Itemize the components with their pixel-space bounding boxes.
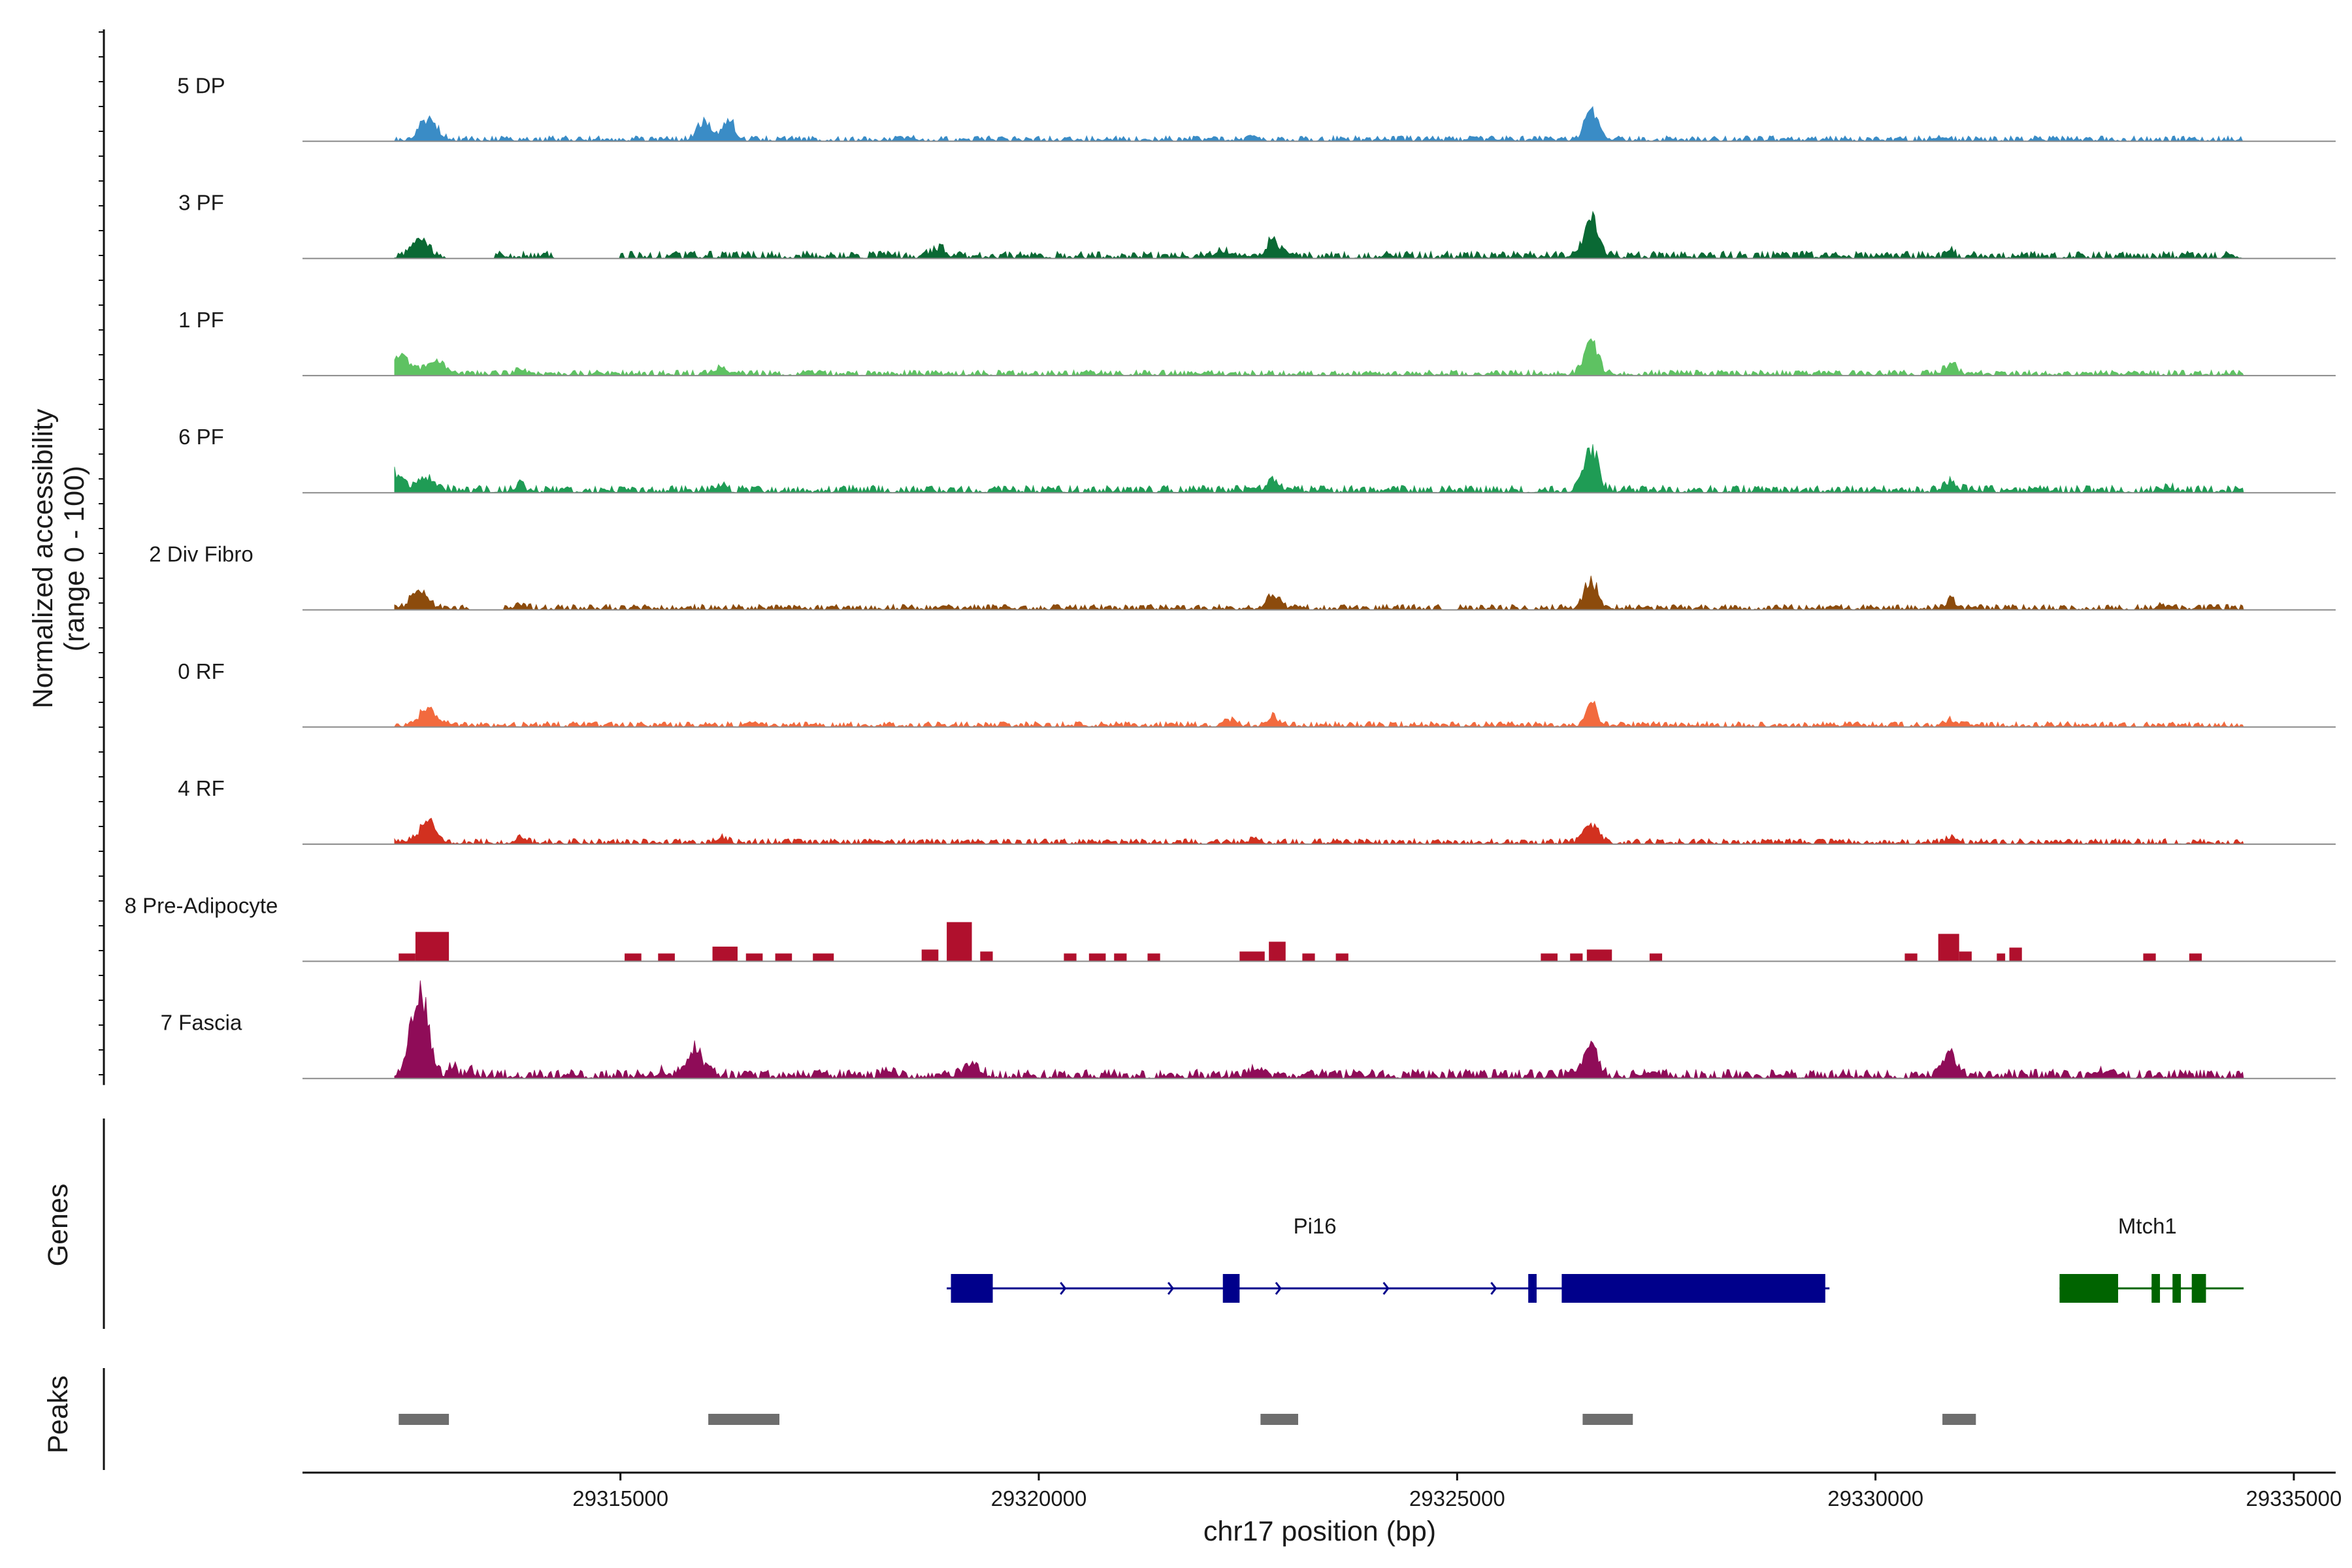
coverage-block [1147,953,1160,962]
coverage-track: 7 Fascia [161,980,2336,1079]
coverage-block [2009,947,2022,962]
coverage-track: 3 PF [178,191,2336,259]
track-label: 7 Fascia [161,1011,242,1035]
coverage-track: 1 PF [178,308,2336,376]
coverage-area [394,338,2244,376]
peak-region [1260,1414,1298,1425]
coverage-area [394,980,2244,1079]
coverage-block [1586,949,1612,962]
strand-arrow [1490,1282,1497,1295]
gene-exon [1528,1274,1537,1303]
coverage-block [1997,953,2006,962]
coverage-block [813,953,834,962]
x-tick-label: 29335000 [2246,1486,2342,1511]
gene-exon [2059,1274,2119,1303]
coverage-block [1239,951,1265,962]
coverage-block [399,953,416,962]
peak-region [708,1414,779,1425]
track-label: 4 RF [178,776,225,800]
track-label: 6 PF [178,425,224,449]
coverage-block [2189,953,2202,962]
gene-model: Mtch1 [2059,1214,2244,1303]
track-label: 1 PF [178,308,224,332]
coverage-track: 8 Pre-Adipocyte [125,893,2336,962]
coverage-block [947,922,972,962]
coverage-block [1114,953,1127,962]
genes-panel-title: Genes [42,1184,74,1267]
coverage-track: 5 DP [177,73,2336,142]
x-axis: 29315000 29320000 29325000 29330000 29335000 [302,1471,2342,1511]
coverage-block [1904,953,1918,962]
peak-region [399,1414,449,1425]
gene-exon [2172,1274,2181,1303]
x-axis-title: chr17 position (bp) [1203,1516,1436,1547]
gene-exon [951,1274,993,1303]
coverage-block [775,953,792,962]
coverage-block [1938,934,1959,962]
coverage-block [2143,953,2156,962]
coverage-block [921,949,939,962]
coverage-block [1302,953,1315,962]
coverage-block [980,951,993,962]
gene-label: Pi16 [1294,1214,1337,1238]
coverage-block [1570,953,1583,962]
coverage-block [415,932,449,962]
gene-model: Pi16 [947,1214,1830,1303]
coverage-block [1269,941,1286,962]
coverage-block [1541,953,1558,962]
track-label: 3 PF [178,191,224,215]
track-label: 8 Pre-Adipocyte [125,893,278,917]
coverage-block [1064,953,1077,962]
strand-arrow [1060,1282,1067,1295]
coverage-block [625,953,642,962]
coverage-block [1649,953,1663,962]
coverage-area [394,210,2244,259]
x-tick-label: 29330000 [1827,1486,1923,1511]
coverage-block [1959,951,1972,962]
coverage-area [394,700,2244,728]
genes-panel: Pi16 Mtch1 [103,1119,2244,1329]
y-axis-title-line-1: Normalized accessibility [27,408,59,708]
coverage-block [1335,953,1348,962]
coverage-track: 0 RF [178,659,2336,728]
coverage-panel: 5 DP 3 PF 1 PF 6 PF 2 Div Fibro 0 RF 4 RF 8 Pre… [99,29,2336,1085]
coverage-area [394,444,2244,494]
coverage-block [658,953,675,962]
strand-arrow [1275,1282,1282,1295]
peaks-panel [103,1368,1976,1470]
gene-label: Mtch1 [2118,1214,2177,1238]
gene-exon [1222,1274,1240,1303]
coverage-track: 2 Div Fibro [149,542,2336,611]
peak-region [1582,1414,1633,1425]
coverage-track: 6 PF [178,425,2336,494]
coverage-area [394,106,2244,142]
strand-arrow [1167,1282,1175,1295]
x-tick-label: 29325000 [1409,1486,1505,1511]
peaks-panel-title: Peaks [42,1375,74,1454]
coverage-track: 4 RF [178,776,2336,845]
coverage-block [745,953,763,962]
coverage-block [1088,953,1106,962]
peak-region [1942,1414,1976,1425]
coverage-block [712,946,738,962]
track-label: 5 DP [177,73,225,97]
x-tick-label: 29320000 [991,1486,1087,1511]
y-axis-title-line-2: (range 0 - 100) [59,466,90,651]
gene-exon [2191,1274,2206,1303]
strand-arrow [1382,1282,1390,1295]
x-tick-label: 29315000 [572,1486,668,1511]
track-label: 0 RF [178,659,225,683]
coverage-area [394,817,2244,845]
coverage-area [394,576,2244,611]
track-label: 2 Div Fibro [149,542,253,566]
gene-exon [1561,1274,1825,1303]
gene-exon [2151,1274,2161,1303]
